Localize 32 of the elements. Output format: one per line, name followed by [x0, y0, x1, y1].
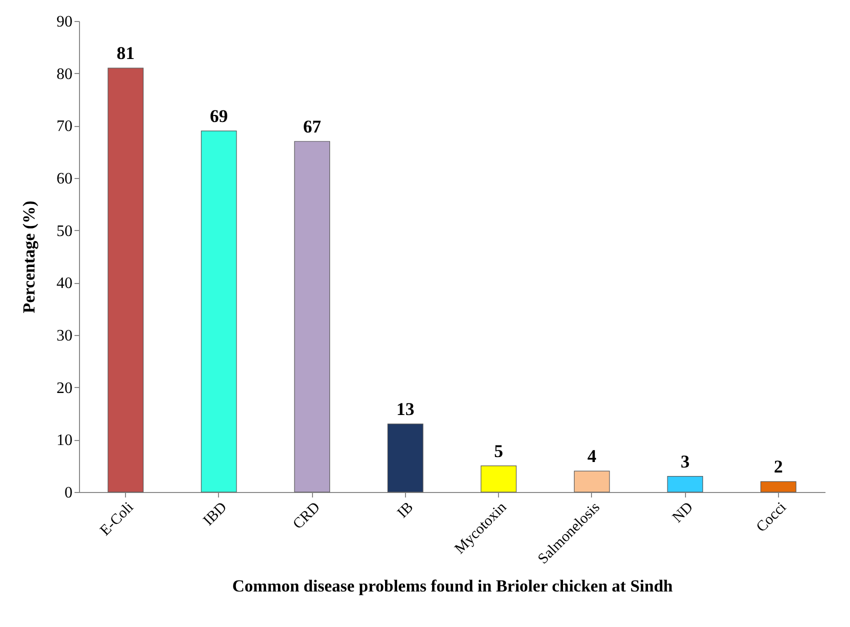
y-axis-title: Percentage (%) [20, 200, 38, 314]
x-axis-title: Common disease problems found in Brioler chicken at Sindh [232, 576, 674, 596]
y-tick-label: 50 [56, 222, 72, 240]
y-tick-label: 20 [56, 380, 72, 397]
y-tick-label: 90 [56, 14, 72, 30]
bar [387, 424, 424, 492]
data-label: 3 [680, 451, 690, 472]
bar [294, 141, 330, 492]
x-tick-label: IBD [200, 499, 230, 530]
bar [480, 466, 517, 492]
x-tick-label: IB [394, 500, 417, 522]
y-tick-label: 70 [56, 118, 72, 136]
data-label: 4 [587, 446, 596, 466]
data-label: 5 [494, 440, 504, 461]
y-tick-label: 40 [56, 275, 72, 292]
y-tick-label: 10 [56, 432, 72, 450]
bar [108, 68, 144, 492]
data-label: 69 [210, 106, 228, 126]
bar [667, 476, 704, 492]
x-tick-label: ND [670, 499, 697, 526]
data-label: 13 [396, 398, 414, 419]
y-tick-label: 30 [56, 328, 72, 344]
bar [760, 481, 796, 492]
bar [200, 130, 237, 492]
x-tick-label: CRD [290, 499, 324, 533]
y-tick-label: 60 [56, 170, 72, 188]
bar [574, 470, 610, 492]
y-tick-label: 80 [56, 66, 72, 83]
data-label: 2 [774, 456, 783, 477]
y-tick-label: 0 [64, 484, 72, 502]
data-label: 67 [303, 116, 322, 136]
data-label: 81 [116, 43, 135, 64]
